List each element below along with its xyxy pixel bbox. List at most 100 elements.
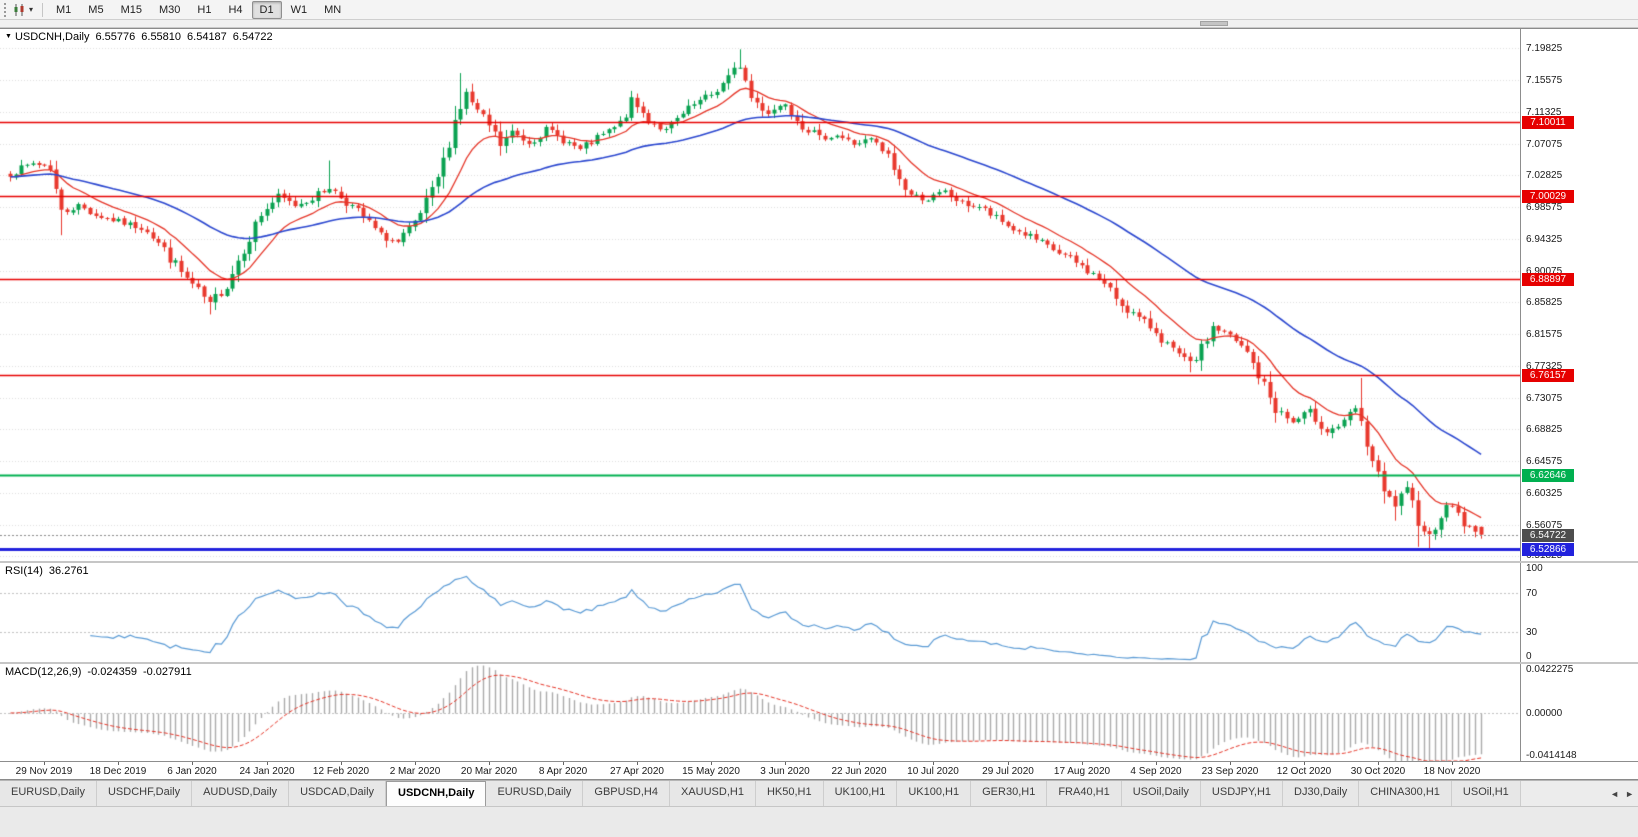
chart-tabs: EURUSD,Daily USDCHF,Daily AUDUSD,Daily USDC… — [0, 781, 1606, 806]
price-tick-label: 7.15575 — [1526, 74, 1563, 86]
date-tick — [563, 762, 564, 765]
rsi-tick-label: 30 — [1526, 627, 1538, 639]
pane-divider[interactable] — [0, 662, 1638, 664]
chart-tab-uk100-h1[interactable]: UK100,H1 — [897, 781, 972, 806]
date-tick — [1378, 762, 1379, 765]
timeframe-button-m5[interactable]: M5 — [88, 3, 104, 16]
timeframe-button-h4[interactable]: H4 — [228, 3, 243, 16]
date-label: 22 Jun 2020 — [831, 766, 887, 777]
chart-hscrollbar[interactable] — [0, 20, 1638, 28]
date-label: 12 Feb 2020 — [312, 766, 370, 777]
date-label: 18 Nov 2020 — [1423, 766, 1481, 777]
date-label: 20 Mar 2020 — [460, 766, 518, 777]
chart-tab-xauusd-h1[interactable]: XAUUSD,H1 — [669, 781, 756, 806]
quote-low: 6.54187 — [187, 31, 227, 43]
timeframe-buttons: M1 M5 M15 M30 H1 H4 D1 W1 MN — [48, 0, 349, 19]
macd-main-value: -0.024359 — [87, 666, 137, 678]
chart-tab-hk50-h1[interactable]: HK50,H1 — [755, 781, 824, 806]
chart-tab-usoil-h1[interactable]: USOil,H1 — [1451, 781, 1521, 806]
timeframe-button-d1[interactable]: D1 — [251, 0, 282, 19]
date-tick — [933, 762, 934, 765]
chart-tab-usdchf-daily[interactable]: USDCHF,Daily — [96, 781, 193, 806]
chart-tab-gbpusd-h4[interactable]: GBPUSD,H4 — [583, 781, 670, 806]
date-tick — [341, 762, 342, 765]
quote-high: 6.55810 — [141, 31, 182, 43]
price-tick-label: 6.56075 — [1526, 519, 1563, 531]
rsi-value: 36.2761 — [48, 565, 89, 577]
date-label: 3 Jun 2020 — [760, 766, 810, 777]
timeframe-button-h1[interactable]: H1 — [197, 3, 212, 16]
price-level-tag[interactable]: 7.10011 — [1522, 115, 1574, 129]
timeframe-button-m30[interactable]: M30 — [158, 3, 181, 16]
chevron-down-icon[interactable]: ▾ — [29, 5, 34, 14]
timeframe-toolbar: ▾ M1 M5 M15 M30 H1 H4 D1 W1 MN — [0, 0, 1638, 20]
quote-close: 6.54722 — [232, 31, 273, 43]
price-level-tag[interactable]: 6.88897 — [1522, 273, 1574, 287]
price-level-tag[interactable]: 6.52866 — [1522, 542, 1574, 556]
current-price-tag[interactable]: 6.54722 — [1522, 528, 1574, 542]
tab-scroll-left-icon[interactable]: ◄ — [1610, 788, 1620, 799]
date-label: 18 Dec 2019 — [89, 766, 147, 777]
chart-tab-audusd-daily[interactable]: AUDUSD,Daily — [192, 781, 290, 806]
timeframe-button-m1[interactable]: M1 — [56, 3, 72, 16]
rsi-tick-label: 100 — [1526, 563, 1543, 574]
rsi-chart-canvas[interactable] — [0, 563, 1520, 662]
price-tick-label: 6.81575 — [1526, 329, 1563, 341]
price-level-tag[interactable]: 6.76157 — [1522, 368, 1574, 382]
price-axis[interactable]: 7.19825 7.15575 7.11325 7.07075 7.02825 6.985… — [1520, 29, 1638, 561]
status-bar — [0, 806, 1638, 837]
macd-axis[interactable]: 0.0422275 0.00000 -0.0414148 — [1520, 664, 1638, 761]
date-label: 6 Jan 2020 — [167, 766, 217, 777]
chart-tab-usdjpy-h1[interactable]: USDJPY,H1 — [1200, 781, 1284, 806]
chart-tab-usdcnh-daily[interactable]: USDCNH,Daily — [386, 781, 487, 806]
macd-chart-canvas[interactable] — [0, 664, 1520, 761]
macd-tick-label: -0.0414148 — [1526, 750, 1577, 761]
quote-open: 6.55776 — [95, 31, 136, 43]
date-label: 4 Sep 2020 — [1130, 766, 1182, 777]
chart-tab-usoil-daily[interactable]: USOil,Daily — [1121, 781, 1201, 806]
chart-tabbar: EURUSD,Daily USDCHF,Daily AUDUSD,Daily USDC… — [0, 780, 1638, 806]
chart-tab-uk100-h1[interactable]: UK100,H1 — [823, 781, 898, 806]
date-tick — [859, 762, 860, 765]
rsi-axis[interactable]: 100 70 30 0 — [1520, 563, 1638, 662]
price-pane: ▼ USDCNH,Daily 6.55776 6.55810 6.54187 6.5472… — [0, 29, 1638, 561]
date-label: 12 Oct 2020 — [1276, 766, 1332, 777]
chart-hscroll-thumb[interactable] — [1200, 21, 1228, 26]
date-tick — [1452, 762, 1453, 765]
date-tick — [785, 762, 786, 765]
rsi-pane: RSI(14) 36.2761 100 70 30 0 — [0, 563, 1638, 662]
date-tick — [415, 762, 416, 765]
macd-tick-label: 0.0422275 — [1526, 664, 1574, 675]
chart-tab-usdcad-daily[interactable]: USDCAD,Daily — [289, 781, 387, 806]
date-tick — [44, 762, 45, 765]
toolbar-grip[interactable] — [4, 2, 7, 17]
macd-label: MACD(12,26,9) — [5, 666, 82, 678]
tab-scroll-buttons: ◄ ► — [1606, 781, 1638, 806]
price-chart-canvas[interactable] — [0, 29, 1520, 561]
timeframe-button-w1[interactable]: W1 — [290, 3, 308, 16]
chart-tab-eurusd-daily[interactable]: EURUSD,Daily — [0, 781, 97, 806]
price-level-tag[interactable]: 6.62646 — [1522, 469, 1574, 483]
pane-divider[interactable] — [0, 561, 1638, 563]
tab-scroll-right-icon[interactable]: ► — [1625, 788, 1634, 799]
date-tick — [1156, 762, 1157, 765]
date-tick — [192, 762, 193, 765]
chart-tab-dj30-daily[interactable]: DJ30,Daily — [1283, 781, 1360, 806]
price-tick-label: 7.07075 — [1526, 138, 1563, 150]
chart-window: ▼ USDCNH,Daily 6.55776 6.55810 6.54187 6.5472… — [0, 28, 1638, 780]
chart-tab-ger30-h1[interactable]: GER30,H1 — [971, 781, 1048, 806]
chart-tab-eurusd-daily[interactable]: EURUSD,Daily — [486, 781, 584, 806]
date-label: 24 Jan 2020 — [239, 766, 295, 777]
chart-type-icon[interactable] — [12, 3, 28, 17]
chart-tab-fra40-h1[interactable]: FRA40,H1 — [1047, 781, 1122, 806]
chart-menu-icon[interactable]: ▼ — [5, 33, 12, 40]
date-label: 2 Mar 2020 — [389, 766, 441, 777]
timeframe-button-mn[interactable]: MN — [324, 3, 342, 16]
price-level-tag[interactable]: 7.00029 — [1522, 190, 1574, 204]
timeframe-button-m15[interactable]: M15 — [120, 3, 142, 16]
chart-tab-china300-h1[interactable]: CHINA300,H1 — [1359, 781, 1452, 806]
price-tick-label: 6.64575 — [1526, 456, 1563, 468]
date-tick — [489, 762, 490, 765]
date-axis[interactable]: 29 Nov 2019 18 Dec 2019 6 Jan 2020 24 Jan 2… — [0, 761, 1638, 779]
date-tick — [1304, 762, 1305, 765]
